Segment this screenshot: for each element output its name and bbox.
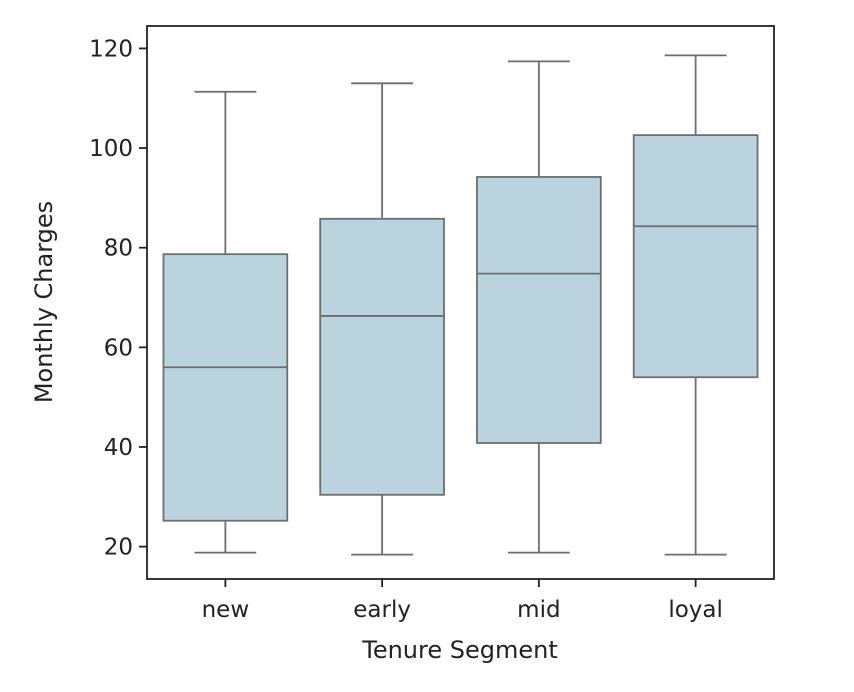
y-tick-label: 40 (104, 435, 133, 461)
x-tick-label: new (202, 597, 250, 623)
boxes-group (162, 54, 759, 556)
y-axis-title: Monthly Charges (30, 201, 58, 403)
x-axis-title: Tenure Segment (361, 636, 558, 664)
y-axis-ticks: 20 40 60 80 100 120 (89, 36, 147, 561)
box-loyal (632, 54, 759, 556)
y-tick-label: 100 (89, 136, 133, 162)
box-iqr (476, 176, 602, 444)
y-tick-label: 120 (89, 36, 133, 62)
box-iqr (319, 217, 445, 496)
box-iqr (162, 253, 289, 522)
x-tick-label: early (353, 597, 411, 623)
x-tick-label: loyal (668, 597, 723, 623)
box-early (319, 82, 445, 556)
plot-frame (146, 25, 775, 580)
x-tick-label: mid (517, 597, 560, 623)
box-new (162, 90, 289, 554)
x-axis-ticks: new early mid loyal (202, 579, 723, 623)
box-mid (476, 60, 602, 554)
box-iqr (632, 134, 759, 379)
y-tick-label: 20 (104, 535, 133, 561)
y-tick-label: 80 (104, 236, 133, 262)
y-tick-label: 60 (104, 335, 133, 361)
